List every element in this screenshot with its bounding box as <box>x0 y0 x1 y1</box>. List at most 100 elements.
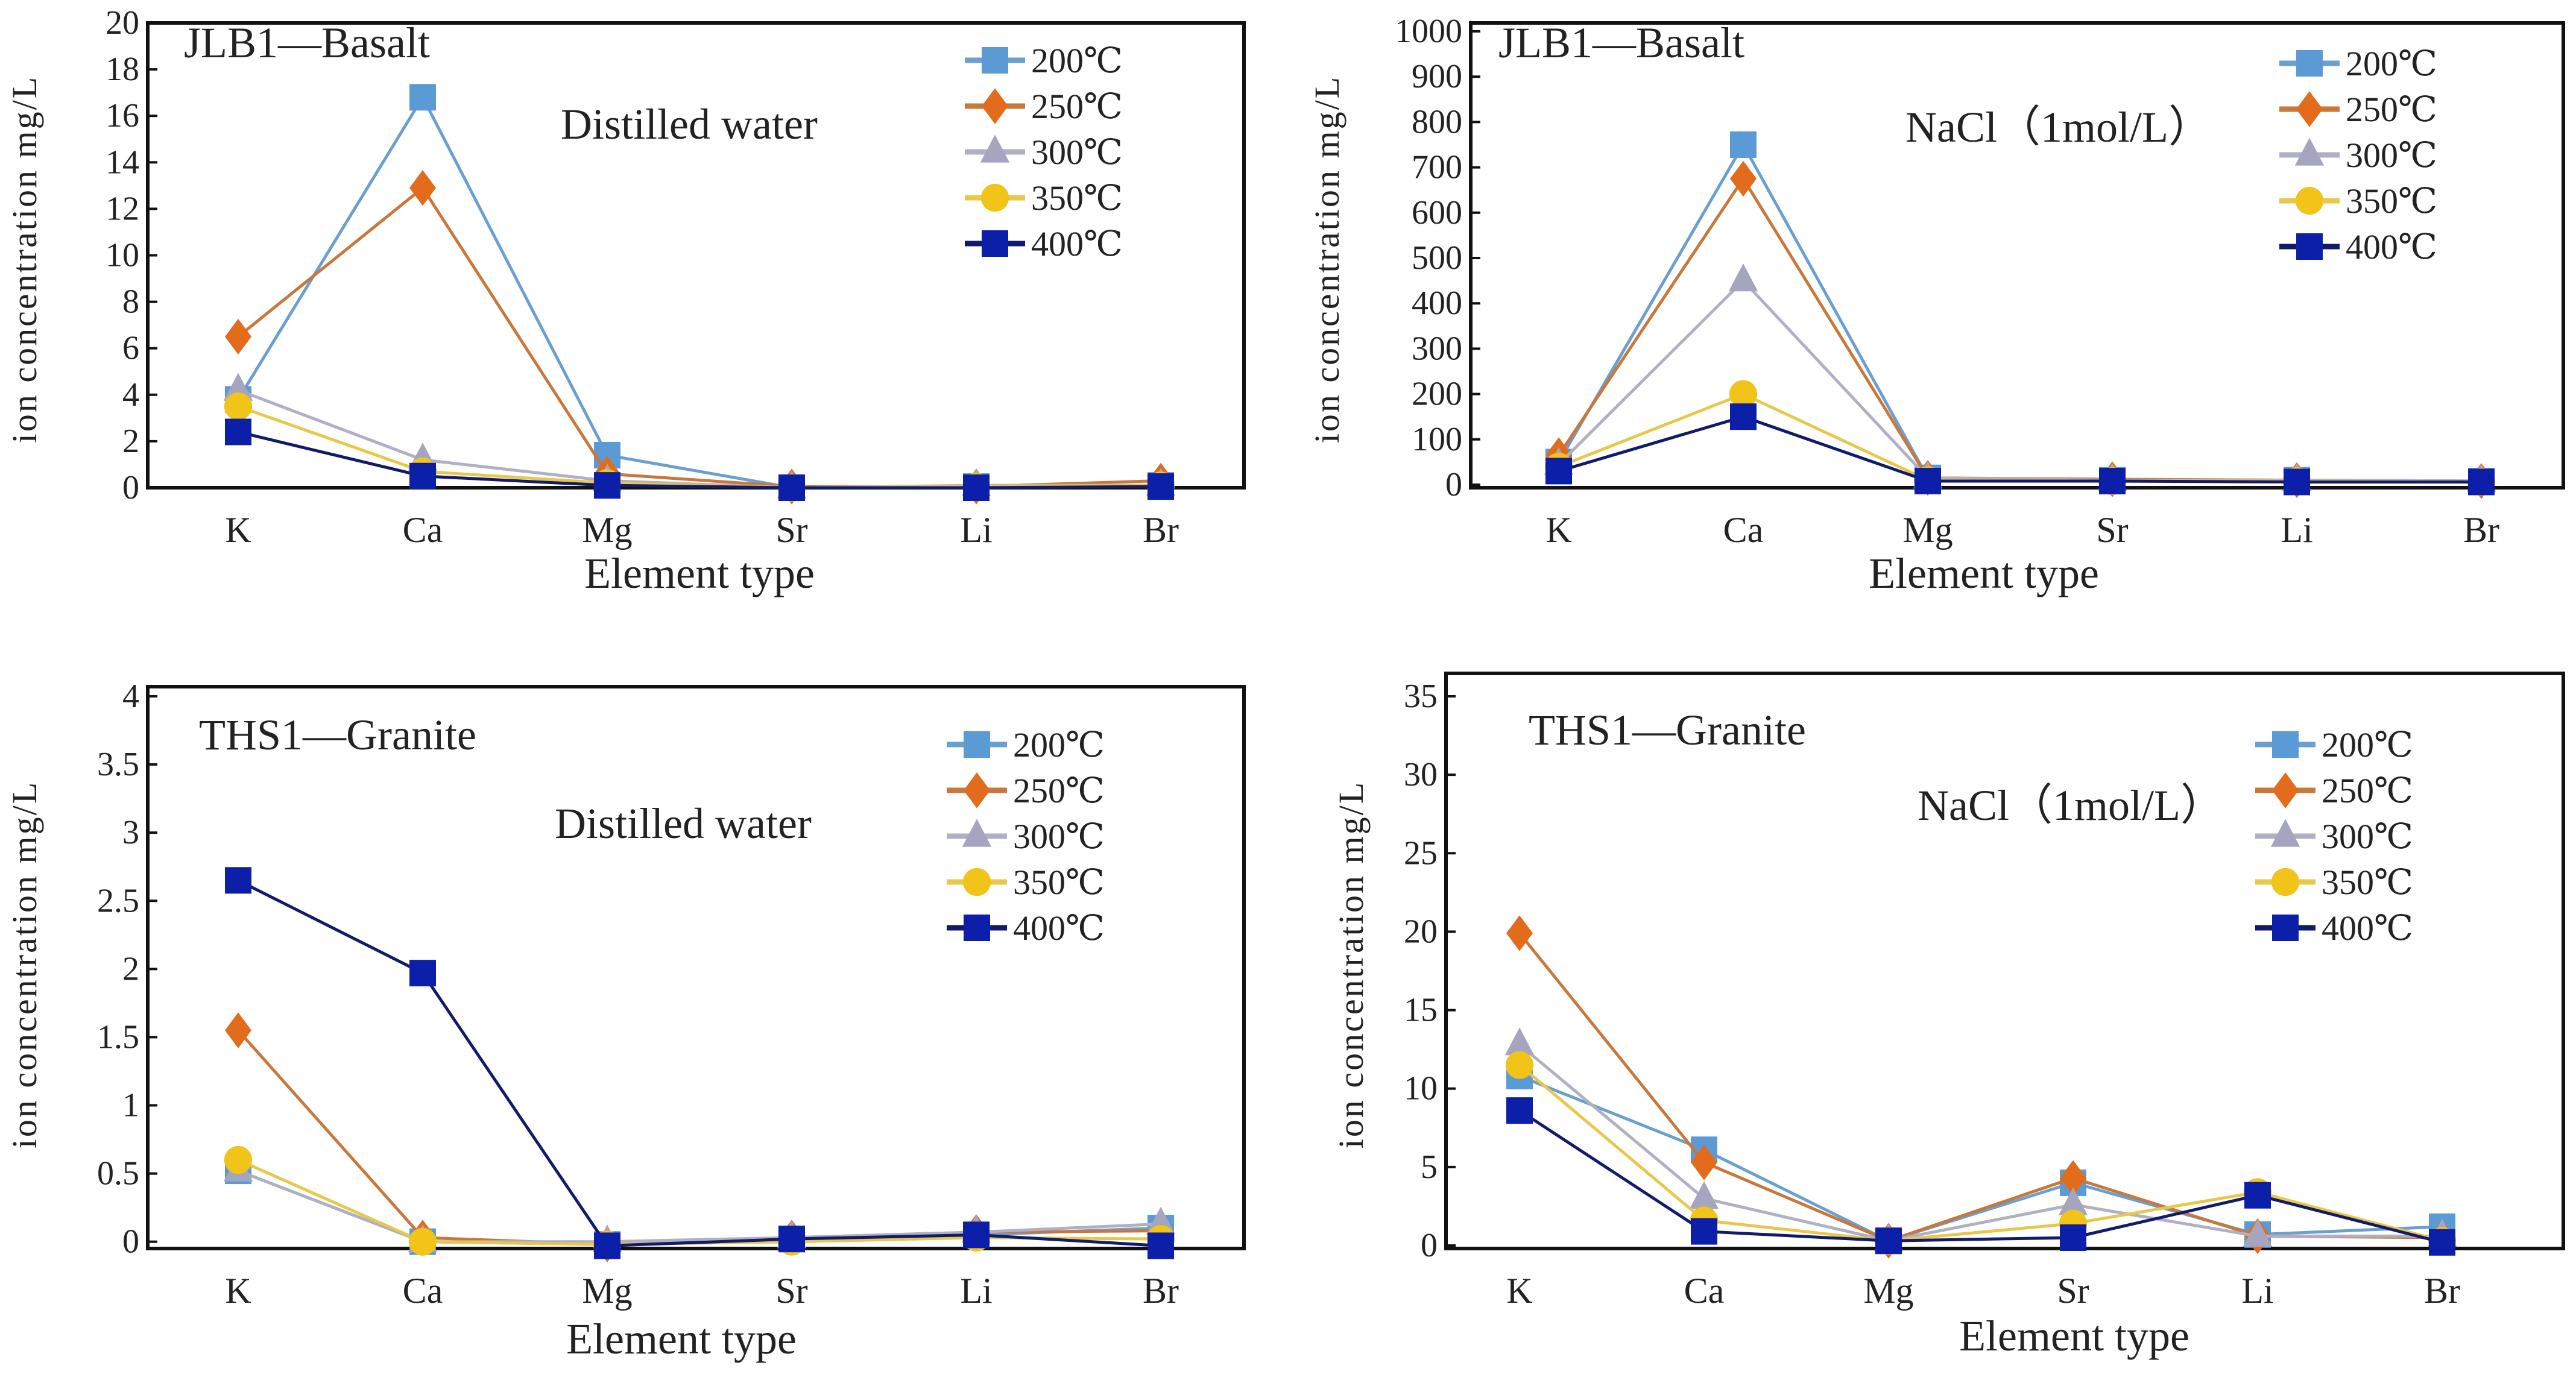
y-tick-label: 14 <box>106 143 139 181</box>
legend-marker <box>982 230 1008 257</box>
series-line <box>238 1169 1161 1244</box>
x-tick-label-sr: Sr <box>775 1271 807 1311</box>
y-tick-label: 6 <box>122 330 139 367</box>
series-line <box>1518 932 2443 1242</box>
y-tick-label: 1000 <box>1395 13 1462 50</box>
data-point-ca <box>408 1227 437 1256</box>
x-tick-label-sr: Sr <box>2096 510 2128 550</box>
series-line <box>1558 392 2482 483</box>
data-point-mg <box>594 472 620 499</box>
legend-marker <box>962 819 992 847</box>
y-tick-label: 3.5 <box>97 746 139 783</box>
chart-panel-4: 0 5 10 15 20 25 30 35 K Ca Mg Sr Li Br Element type ion… <box>1331 672 2565 1360</box>
data-point-k <box>1545 458 1572 485</box>
x-tick-label-ca: Ca <box>403 510 443 550</box>
x-tick-label-mg: Mg <box>1902 510 1953 550</box>
legend-marker <box>962 868 991 896</box>
data-point-k <box>1505 1051 1534 1079</box>
x-axis-label: Element type <box>1959 1312 2189 1360</box>
y-axis-label: ion concentration mg/L <box>1331 781 1371 1148</box>
y-tick-label: 18 <box>106 51 139 88</box>
data-point-ca <box>1691 1144 1717 1180</box>
series-line <box>1519 1074 2443 1242</box>
series-line <box>238 430 1161 490</box>
data-point-li <box>963 1221 990 1249</box>
y-tick-label: 5 <box>1421 1148 1438 1186</box>
x-tick-label-k: K <box>1506 1271 1532 1311</box>
series-250: 250℃ <box>1506 771 2455 1259</box>
x-tick-label-k: K <box>225 1271 251 1311</box>
series-line <box>1558 415 2481 483</box>
data-point-ca <box>1728 263 1758 292</box>
data-point-k <box>1506 915 1533 951</box>
legend-marker <box>2272 731 2299 758</box>
legend-label: 250℃ <box>1031 87 1123 126</box>
y-tick-label: 200 <box>1412 376 1462 413</box>
legend-marker <box>2296 233 2323 260</box>
series-line <box>237 879 1161 1248</box>
chart-title: JLB1—Basalt <box>184 19 430 67</box>
legend-marker <box>2272 915 2299 941</box>
x-tick-label-sr: Sr <box>2057 1271 2089 1311</box>
data-point-ca <box>409 960 436 987</box>
series-line <box>238 1169 1161 1246</box>
x-tick-label-br: Br <box>2424 1271 2460 1311</box>
chart-title: JLB1—Basalt <box>1498 19 1744 67</box>
series-line <box>238 405 1161 490</box>
y-tick-label: 12 <box>106 190 139 227</box>
legend-label: 300℃ <box>2346 136 2437 175</box>
x-tick-label-ca: Ca <box>1684 1271 1725 1311</box>
x-tick-label-mg: Mg <box>582 1271 632 1311</box>
x-tick-label-k: K <box>225 510 251 550</box>
data-point-k <box>1504 1027 1535 1056</box>
y-tick-label: 2 <box>122 423 139 460</box>
data-point-br <box>1148 1232 1174 1259</box>
x-tick-label-li: Li <box>960 1271 992 1311</box>
y-tick-label: 100 <box>1412 421 1462 458</box>
series-line <box>1558 279 2482 483</box>
legend-marker <box>980 134 1010 163</box>
plot-frame <box>1444 672 2565 1250</box>
legend-label: 350℃ <box>1031 178 1123 218</box>
y-tick-label: 3 <box>122 814 139 851</box>
data-point-ca <box>409 170 436 206</box>
legend-label: 300℃ <box>2322 817 2413 856</box>
y-tick-label: 400 <box>1412 285 1462 322</box>
series-line <box>1518 1109 2443 1244</box>
legend-label: 400℃ <box>1031 224 1123 263</box>
y-axis-label: ion concentration mg/L <box>5 781 44 1148</box>
x-tick-label-k: K <box>1545 510 1571 550</box>
legend-label: 400℃ <box>1013 909 1105 948</box>
data-point-li <box>963 474 990 501</box>
legend-marker <box>964 772 990 808</box>
x-tick-label-mg: Mg <box>582 510 632 550</box>
legend-marker <box>2270 819 2300 847</box>
series-line <box>1518 1063 2443 1242</box>
legend-marker <box>2296 91 2323 127</box>
data-point-ca <box>1689 1181 1719 1209</box>
data-point-br <box>2429 1229 2455 1256</box>
y-tick-label: 0 <box>122 1223 139 1261</box>
chart-panel-3: 0 0.5 1 1.5 2 2.5 3 3.5 4 K Ca Mg Sr Li Br Element type… <box>5 678 1246 1363</box>
y-tick-label: 700 <box>1412 149 1462 186</box>
y-tick-label: 1 <box>122 1087 139 1124</box>
data-point-k <box>224 1145 253 1174</box>
data-point-ca <box>1691 1218 1717 1245</box>
data-point-ca <box>1729 380 1758 408</box>
chart-title: THS1—Granite <box>199 711 476 759</box>
data-point-k <box>225 318 251 355</box>
legend-marker <box>2295 186 2324 215</box>
y-tick-label: 30 <box>1404 756 1438 793</box>
plot-frame <box>1469 21 2565 490</box>
data-point-ca <box>409 84 436 111</box>
data-point-ca <box>1730 403 1757 430</box>
legend-label: 350℃ <box>1013 863 1105 902</box>
y-tick-label: 0 <box>1445 466 1462 503</box>
legend-marker <box>964 731 990 758</box>
x-tick-label-mg: Mg <box>1863 1271 1913 1311</box>
y-tick-label: 0.5 <box>97 1155 139 1192</box>
data-point-sr <box>2058 1187 2088 1215</box>
data-point-ca <box>1730 160 1757 197</box>
series-400: 400℃ <box>1545 227 2495 496</box>
data-point-k <box>225 418 251 446</box>
